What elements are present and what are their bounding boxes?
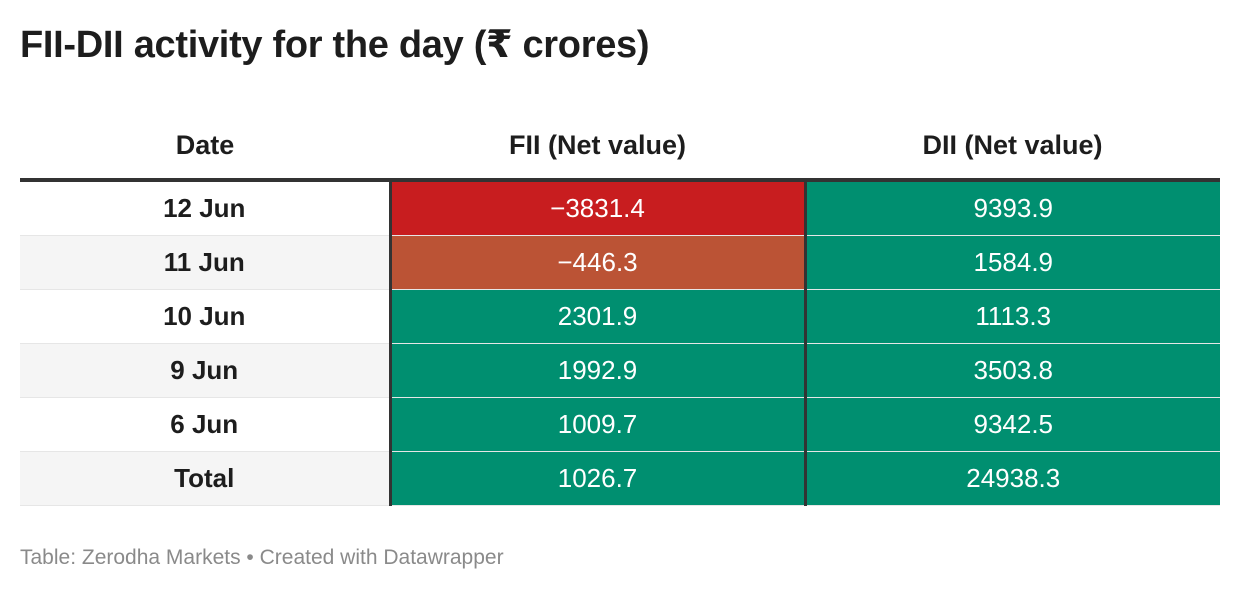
fii-value-cell: 2301.9 bbox=[390, 289, 807, 344]
fii-value-cell: 1992.9 bbox=[390, 343, 807, 398]
column-header-date[interactable]: Date bbox=[20, 112, 390, 182]
date-cell: 12 Jun bbox=[20, 180, 392, 236]
table-row: Total 1026.7 24938.3 bbox=[20, 451, 1220, 506]
table-footer: Table: Zerodha Markets • Created with Da… bbox=[20, 546, 504, 569]
date-cell: 9 Jun bbox=[20, 343, 392, 398]
dii-value-cell: 1113.3 bbox=[805, 289, 1220, 344]
dii-value-cell: 9393.9 bbox=[805, 180, 1220, 236]
table-body: 12 Jun −3831.4 9393.9 11 Jun −446.3 1584.9 10 … bbox=[20, 180, 1220, 506]
column-header-fii[interactable]: FII (Net value) bbox=[390, 112, 805, 182]
date-cell: 10 Jun bbox=[20, 289, 392, 344]
date-cell: 11 Jun bbox=[20, 235, 392, 290]
fii-value-cell: 1026.7 bbox=[390, 451, 807, 506]
date-cell: 6 Jun bbox=[20, 397, 392, 452]
fii-value-cell: 1009.7 bbox=[390, 397, 807, 452]
table-row: 9 Jun 1992.9 3503.8 bbox=[20, 343, 1220, 398]
date-cell: Total bbox=[20, 451, 392, 506]
dii-value-cell: 9342.5 bbox=[805, 397, 1220, 452]
table-row: 12 Jun −3831.4 9393.9 bbox=[20, 180, 1220, 236]
table-row: 11 Jun −446.3 1584.9 bbox=[20, 235, 1220, 290]
fii-dii-table: Date FII (Net value) DII (Net value) 12 … bbox=[20, 112, 1220, 506]
fii-value-cell: −446.3 bbox=[390, 235, 807, 290]
header-row: Date FII (Net value) DII (Net value) bbox=[20, 112, 1220, 182]
page-title: FII-DII activity for the day (₹ crores) bbox=[20, 24, 650, 66]
table-row: 10 Jun 2301.9 1113.3 bbox=[20, 289, 1220, 344]
dii-value-cell: 1584.9 bbox=[805, 235, 1220, 290]
table-row: 6 Jun 1009.7 9342.5 bbox=[20, 397, 1220, 452]
dii-value-cell: 3503.8 bbox=[805, 343, 1220, 398]
fii-value-cell: −3831.4 bbox=[390, 180, 807, 236]
dii-value-cell: 24938.3 bbox=[805, 451, 1220, 506]
column-header-dii[interactable]: DII (Net value) bbox=[805, 112, 1220, 182]
